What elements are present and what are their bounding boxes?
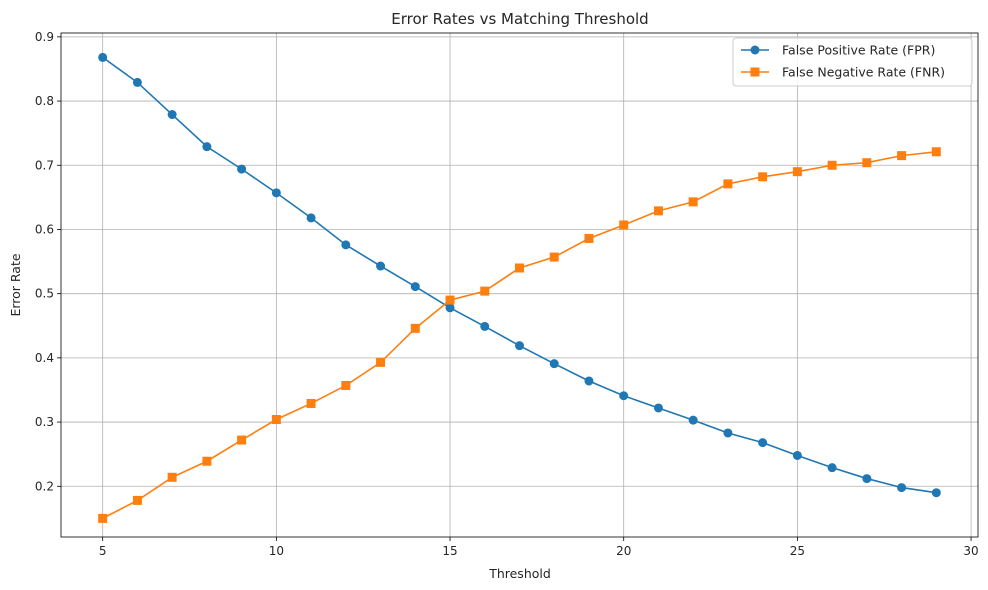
data-point-square [167,472,177,482]
data-point-square [584,233,594,243]
data-point-circle [202,142,212,152]
data-point-circle [480,321,490,331]
data-point-circle [897,483,907,493]
series-layer [98,52,941,523]
y-tick-label: 0.8 [35,94,54,108]
data-point-square [827,160,837,170]
x-tick-label: 10 [269,544,284,558]
data-point-circle [167,110,177,120]
legend: False Positive Rate (FPR) False Negative … [732,37,973,87]
x-tick-label: 5 [99,544,107,558]
chart-title: Error Rates vs Matching Threshold [391,10,648,28]
data-point-square [897,151,907,161]
data-point-square [237,435,247,445]
data-point-square [306,398,316,408]
legend-label: False Positive Rate (FPR) [782,43,935,58]
x-tick-label: 30 [963,544,978,558]
grid [61,33,978,537]
x-axis-title: Threshold [488,566,551,581]
y-tick-label: 0.9 [35,30,54,44]
data-point-square [98,513,108,523]
x-tick-label: 25 [790,544,805,558]
data-point-circle [98,52,108,62]
data-point-circle [653,403,663,413]
data-point-square [341,380,351,390]
data-point-circle [758,438,768,448]
data-point-circle [619,391,629,401]
data-point-circle [341,240,351,250]
data-point-circle [862,474,872,484]
data-point-circle [410,282,420,292]
data-point-square [619,220,629,230]
legend-marker-circle [750,45,760,55]
y-tick-label: 0.3 [35,415,54,429]
legend-marker-square [750,67,760,77]
data-point-circle [688,415,698,425]
data-point-square [688,197,698,207]
data-point-circle [445,303,455,313]
data-point-square [653,206,663,216]
data-point-square [758,172,768,182]
data-point-square [931,147,941,157]
y-tick-label: 0.6 [35,222,54,236]
data-point-square [480,286,490,296]
data-point-square [549,252,559,262]
axes: 5 10 15 20 25 30 0.2 0.3 0.4 0.5 0.6 0.7 0.8 0.9 [35,30,979,558]
data-point-square [792,167,802,177]
data-point-circle [792,450,802,460]
data-point-circle [931,488,941,498]
data-point-circle [306,213,316,223]
y-tick-label: 0.5 [35,287,54,301]
data-point-square [515,263,524,273]
data-point-circle [271,188,281,198]
x-tick-label: 20 [616,544,631,558]
data-point-square [862,158,872,168]
data-point-circle [827,463,837,473]
y-tick-label: 0.7 [35,158,54,172]
data-point-square [132,495,142,505]
data-point-circle [376,261,386,271]
plot-frame [60,32,979,538]
data-point-circle [237,164,247,174]
legend-box [732,37,973,87]
data-point-circle [584,376,594,386]
legend-label: False Negative Rate (FNR) [782,65,945,80]
data-point-square [271,415,281,425]
y-tick-label: 0.4 [35,351,54,365]
data-point-circle [723,428,733,438]
data-point-square [202,456,212,466]
data-point-circle [132,77,142,87]
y-axis-title: Error Rate [8,253,23,316]
data-point-circle [515,341,524,351]
data-point-square [410,323,420,333]
data-point-square [445,295,455,305]
data-point-square [723,179,733,189]
x-tick-label: 15 [442,544,457,558]
y-tick-label: 0.2 [35,479,54,493]
data-point-square [376,357,386,367]
data-point-circle [549,359,559,369]
